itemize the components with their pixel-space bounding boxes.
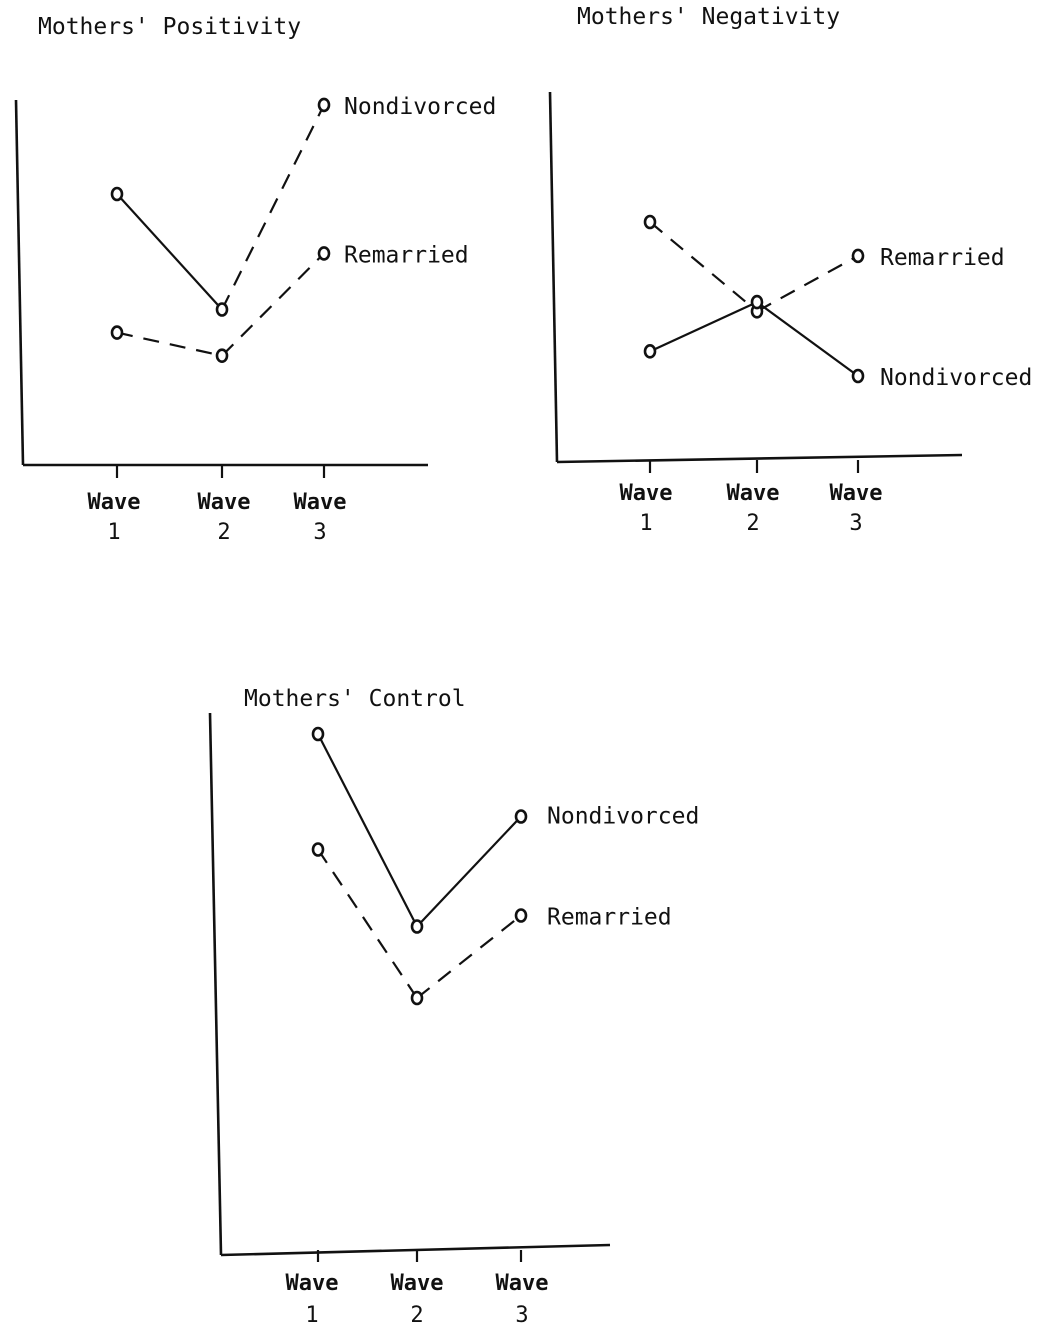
data-point-marker [317, 246, 331, 261]
x-tick-label: Wave [294, 490, 347, 515]
chart-panel-1: Mothers' Positivity Wave 1 Wave 2 Wave 3 Nondiv… [14, 14, 496, 545]
x-tick-number: 3 [313, 520, 326, 545]
data-point-marker [851, 248, 865, 264]
chart-panel-3: Mothers' Control Wave 1 Wave 2 Wave 3 Nondivorc… [208, 686, 699, 1325]
data-point-marker [110, 325, 124, 340]
x-tick-label: Wave [198, 490, 251, 515]
series-line-segment [416, 815, 522, 928]
data-point-marker [110, 186, 124, 202]
data-point-marker [410, 919, 424, 934]
x-tick-number: 2 [217, 520, 230, 545]
x-tick-number: 2 [746, 511, 759, 536]
series-remarried: Remarried [311, 842, 672, 1006]
chart-title: Mothers' Positivity [38, 14, 301, 40]
series-line-segment [221, 104, 325, 310]
series-nondivorced: Nondivorced [643, 294, 1032, 391]
data-point-marker [410, 990, 424, 1006]
x-tick-number: 3 [515, 1303, 528, 1325]
data-point-marker [643, 344, 657, 359]
x-tick-label: Wave [620, 481, 673, 506]
x-tick-label: Wave [391, 1271, 444, 1296]
series-label: Nondivorced [547, 804, 699, 830]
series-line-segment [649, 301, 758, 353]
data-point-marker [215, 302, 229, 317]
series-remarried: Remarried [110, 242, 469, 364]
data-point-marker [514, 908, 528, 923]
y-axis [14, 99, 25, 466]
series-line-segment [221, 252, 325, 357]
series-label: Nondivorced [880, 365, 1032, 391]
series-nondivorced: Nondivorced [311, 726, 699, 934]
data-point-marker [750, 294, 764, 310]
x-tick-number: 3 [849, 511, 862, 536]
series-label: Remarried [344, 242, 469, 268]
series-line-segment [416, 914, 522, 999]
series-line-segment [756, 301, 859, 377]
data-point-marker [643, 214, 657, 230]
series-line-segment [317, 848, 418, 999]
x-tick-label: Wave [286, 1271, 339, 1296]
x-tick-label: Wave [727, 481, 780, 506]
x-axis [220, 1243, 611, 1257]
y-axis [208, 712, 223, 1256]
x-tick-label: Wave [830, 481, 883, 506]
data-point-marker [851, 368, 865, 384]
series-label: Remarried [547, 905, 672, 931]
x-tick-number: 1 [305, 1303, 318, 1325]
series-label: Nondivorced [344, 94, 496, 120]
data-point-marker [215, 348, 229, 364]
x-tick-number: 1 [639, 511, 652, 536]
x-axis [556, 453, 963, 464]
x-tick-number: 1 [107, 520, 120, 545]
data-point-marker [317, 97, 331, 113]
data-point-marker [311, 842, 325, 857]
y-axis [548, 91, 559, 463]
x-tick-label: Wave [88, 490, 141, 515]
series-line-segment [317, 733, 418, 928]
data-point-marker [311, 726, 325, 742]
data-point-marker [514, 809, 528, 824]
chart-panel-2: Mothers' Negativity Wave 1 Wave 2 Wave 3 Remarr… [548, 4, 1032, 536]
series-line-segment [116, 193, 223, 311]
series-label: Remarried [880, 245, 1005, 271]
chart-title: Mothers' Control [244, 686, 466, 712]
series-line-segment [649, 221, 758, 313]
series-line-segment [116, 331, 223, 357]
series-line-segment [756, 254, 859, 313]
chart-title: Mothers' Negativity [577, 4, 840, 30]
x-tick-label: Wave [496, 1271, 549, 1296]
series-remarried: Remarried [643, 214, 1005, 319]
series-nondivorced: Nondivorced [110, 94, 496, 317]
x-tick-number: 2 [410, 1303, 423, 1325]
